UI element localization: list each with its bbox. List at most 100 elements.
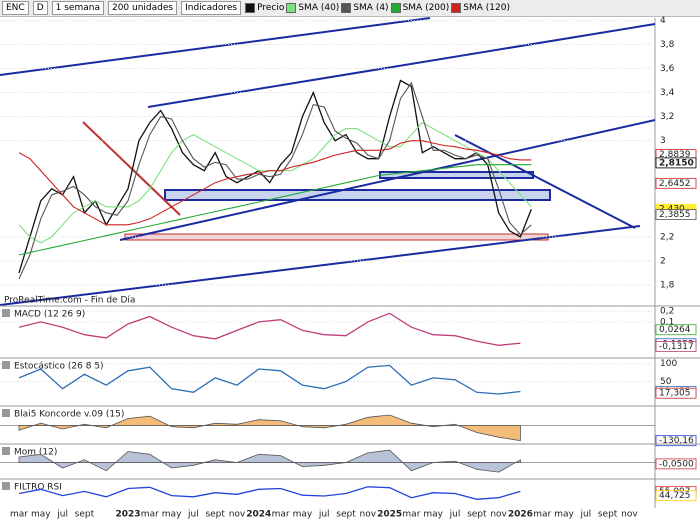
price-label-bg [655, 387, 697, 399]
toolbar: ENC D 1 semana 200 unidades Indicadores … [0, 0, 700, 17]
panel-title-bg [2, 309, 10, 317]
price-label: 2,8150 [659, 158, 694, 168]
x-tick-label: 2025 [377, 510, 402, 520]
x-tick-label: jul [318, 510, 330, 520]
y-tick-label: 4 [660, 16, 666, 26]
x-tick-label: sept [75, 510, 95, 520]
line [18, 164, 532, 256]
price-label: 44,725 [659, 491, 691, 501]
legend-swatch [286, 3, 297, 13]
x-tick-label: mar [10, 510, 28, 520]
trend-line [82, 121, 181, 216]
legend: Precio SMA (40) SMA (4) SMA (200) SMA (120) [245, 3, 510, 13]
price-label-bg [655, 209, 697, 220]
panel-title: Estocástico (26 8 5) [14, 362, 104, 372]
x-tick-label: jul [449, 510, 461, 520]
units[interactable]: 200 unidades [107, 1, 178, 15]
x-tick-label: nov [490, 510, 507, 520]
y-tick-label: 3,8 [660, 40, 675, 50]
y-tick-label: 3,6 [660, 64, 675, 74]
x-tick-label: sept [467, 510, 487, 520]
y-tick-label: 0,1 [660, 317, 674, 327]
panel-title: MACD (12 26 9) [14, 310, 85, 320]
y-tick-label: 3,2 [660, 112, 674, 122]
price-label-bg [655, 458, 697, 470]
panel-title-bg [2, 482, 10, 490]
footer: ProRealTime.com - Fin de Día [4, 296, 135, 306]
price-label: -0,0500 [659, 459, 694, 469]
legend-item[interactable]: SMA (120) [451, 3, 510, 13]
symbol[interactable]: ENC [2, 1, 29, 15]
area [18, 414, 521, 442]
panel-title-bg [2, 447, 10, 455]
price-label-bg [655, 324, 697, 336]
x-tick-label: sept [205, 510, 225, 520]
x-tick-label: mar [272, 510, 290, 520]
legend-swatch [245, 3, 256, 13]
x-tick-label: 2023 [115, 510, 140, 520]
line [18, 81, 532, 280]
legend-label: SMA (4) [353, 3, 389, 13]
x-tick-label: may [423, 510, 443, 520]
x-tick-label: mar [402, 510, 420, 520]
legend-label: SMA (120) [463, 3, 510, 13]
x-tick-label: 2026 [508, 510, 533, 520]
price-label: -130,16 [659, 436, 694, 446]
x-tick-label: mar [141, 510, 159, 520]
legend-label: Precio [257, 3, 285, 13]
price-label-bg [655, 435, 697, 447]
line [18, 79, 532, 274]
trend-line [147, 23, 656, 108]
line [18, 121, 532, 244]
y-tick-label: 1,8 [660, 280, 675, 290]
price-label: 2,3855 [659, 210, 691, 220]
legend-label: SMA (40) [298, 3, 340, 13]
x-tick-label: nov [621, 510, 638, 520]
trend-line [0, 17, 431, 76]
x-tick-label: jul [56, 510, 68, 520]
x-tick-label: may [554, 510, 574, 520]
y-tick-label: 3 [660, 136, 666, 146]
y-tick-label: 0,2 [660, 307, 674, 317]
zone [164, 189, 551, 201]
period-key[interactable]: D [32, 1, 48, 15]
line [18, 140, 532, 226]
period[interactable]: 1 semana [51, 1, 104, 15]
panel-title: Mom (12) [14, 448, 57, 458]
price-label: 2,6452 [659, 179, 691, 189]
x-tick-label: sept [598, 510, 618, 520]
y-tick-label: 2 [660, 256, 666, 266]
legend-item[interactable]: SMA (4) [341, 3, 389, 13]
area [18, 449, 521, 473]
panel-title-bg [2, 361, 10, 369]
panel-title-bg [2, 409, 10, 417]
price-label: 2,8839 [659, 150, 691, 160]
line [18, 364, 521, 395]
legend-swatch [451, 3, 462, 13]
price-label: 17,305 [659, 389, 691, 399]
x-tick-label: nov [229, 510, 246, 520]
x-tick-label: sept [336, 510, 356, 520]
x-tick-label: may [162, 510, 182, 520]
price-label: -0,1317 [659, 342, 694, 352]
x-tick-label: nov [360, 510, 377, 520]
legend-swatch [341, 3, 352, 13]
x-tick-label: jul [187, 510, 199, 520]
legend-item[interactable]: SMA (200) [390, 3, 450, 13]
legend-label: SMA (200) [402, 3, 450, 13]
y-tick-label: 100 [660, 359, 677, 369]
price-label-bg [655, 157, 697, 169]
legend-item[interactable]: SMA (40) [286, 3, 339, 13]
x-tick-label: may [293, 510, 313, 520]
drawings [0, 17, 656, 306]
line [18, 486, 521, 500]
trend-line [0, 225, 641, 306]
legend-item[interactable]: Precio [245, 3, 284, 13]
y-tick-label: 50 [660, 377, 672, 387]
indicators[interactable]: Indicadores [181, 1, 242, 15]
price-label-bg [655, 341, 697, 352]
price-label-bg [655, 490, 697, 502]
x-tick-label: may [31, 510, 51, 520]
price-label: 0,0264 [659, 325, 691, 335]
